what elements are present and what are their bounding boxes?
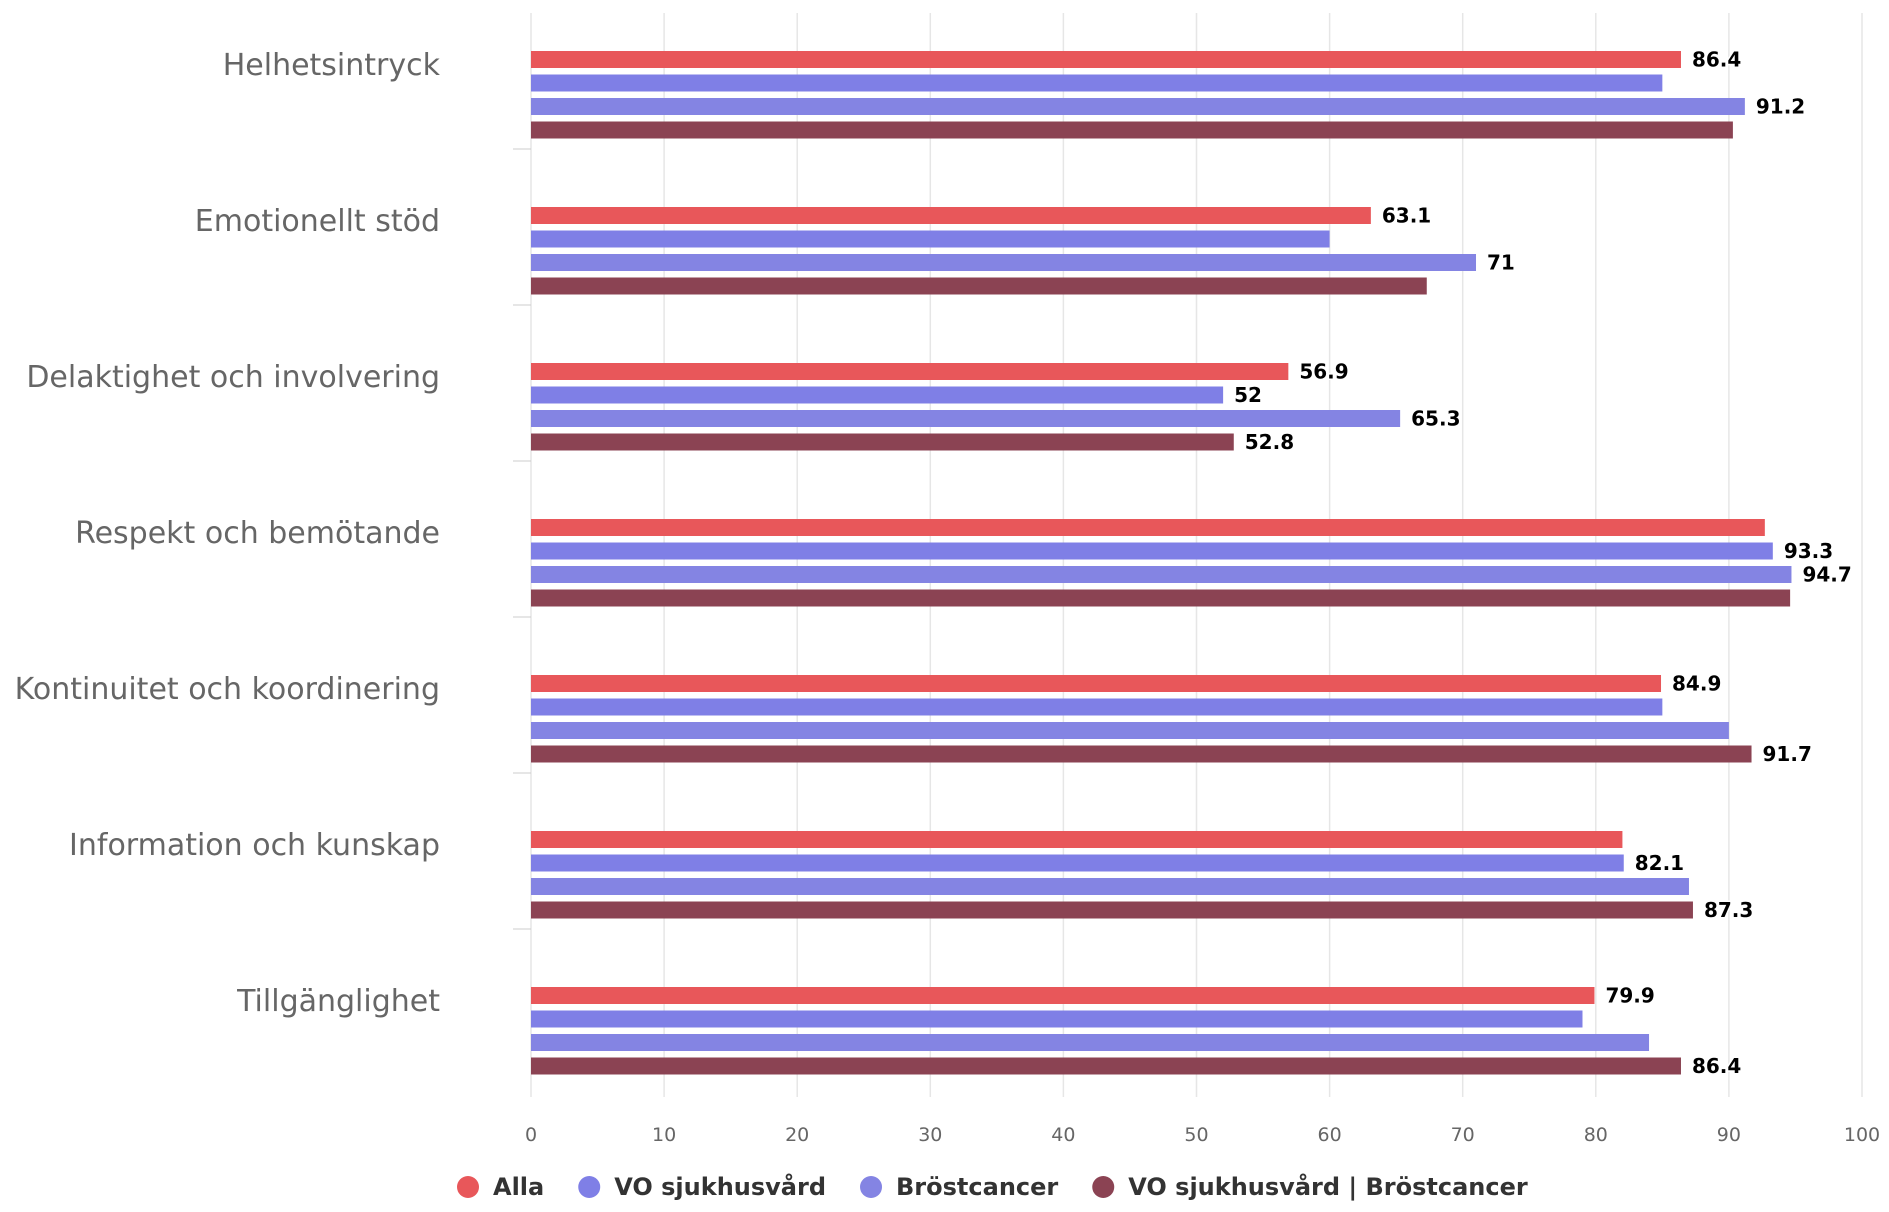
bar [531,698,1663,716]
data-label: 65.3 [1411,407,1460,431]
bar [531,878,1689,895]
data-label: 63.1 [1382,204,1431,228]
x-tick-label: 40 [1051,1124,1075,1146]
data-label: 71 [1487,251,1515,275]
category-label: Information och kunskap [69,828,440,863]
bar [531,51,1681,68]
bar [531,722,1729,739]
bar [531,207,1371,224]
x-tick-label: 10 [652,1124,676,1146]
x-tick-label: 60 [1318,1124,1342,1146]
bar [531,121,1733,139]
x-tick-label: 90 [1717,1124,1741,1146]
category-label: Emotionellt stöd [195,204,440,239]
bar [531,831,1623,848]
data-label: 52.8 [1245,430,1294,454]
x-tick-label: 80 [1584,1124,1608,1146]
data-label: 79.9 [1605,984,1654,1008]
bar [531,745,1752,763]
bar [531,386,1224,404]
bar [531,589,1791,607]
bar [531,1034,1650,1051]
bar [531,987,1595,1004]
category-label: Helhetsintryck [223,48,441,83]
data-label: 94.7 [1802,563,1851,587]
bars [531,51,1792,1075]
legend-label: VO sjukhusvård | Bröstcancer [1128,1172,1528,1201]
legend-item[interactable]: VO sjukhusvård [578,1172,826,1201]
bar [531,433,1234,451]
category-labels: Helhetsintryck Emotionellt stöd Delaktighe… [15,48,441,1019]
bar [531,98,1745,115]
category-label: Kontinuitet och koordinering [15,672,440,707]
bar [531,410,1401,427]
bar [531,254,1477,271]
x-tick-label: 100 [1844,1124,1880,1146]
legend: Alla VO sjukhusvård Bröstcancer VO sjukhusv… [457,1172,1528,1201]
x-tick-label: 50 [1184,1124,1208,1146]
bar [531,901,1693,919]
legend-marker [578,1176,601,1198]
category-label: Delaktighet och involvering [26,360,440,395]
x-tick-label: 70 [1451,1124,1475,1146]
category-label: Tillgänglighet [236,984,440,1019]
bar [531,230,1330,248]
x-tick-label: 20 [785,1124,809,1146]
data-label: 91.2 [1756,95,1805,119]
bar [531,277,1427,295]
data-labels: 86.4 91.2 63.1 71 56.9 52 65.3 52.8 93.394.7 84.9… [1233,46,1854,1080]
data-label: 56.9 [1299,360,1348,384]
bar [531,363,1289,380]
data-label: 87.3 [1704,898,1753,922]
data-label: 86.4 [1692,48,1741,72]
legend-marker [457,1176,479,1198]
legend-marker [860,1176,883,1198]
data-label: 91.7 [1763,742,1812,766]
bar [531,566,1792,583]
x-tick-label: 30 [918,1124,942,1146]
legend-item[interactable]: VO sjukhusvård | Bröstcancer [1092,1172,1528,1201]
legend-item[interactable]: Alla [457,1173,544,1201]
data-label: 82.1 [1635,851,1684,875]
bar [531,854,1624,872]
legend-label: Alla [493,1173,544,1201]
data-label: 93.3 [1784,539,1833,563]
x-axis-ticks: 0 10 20 30 40 50 60 70 80 90 100 [525,1124,1880,1146]
x-tick-label: 0 [525,1124,537,1146]
legend-marker [1092,1176,1115,1198]
category-label: Respekt och bemötande [75,516,440,551]
bar [531,1010,1583,1028]
data-label: 86.4 [1692,1054,1741,1078]
legend-item[interactable]: Bröstcancer [860,1173,1058,1201]
bar [531,1057,1681,1075]
bar [531,74,1663,92]
bar [531,519,1765,536]
bar [531,542,1773,560]
legend-label: Bröstcancer [896,1173,1058,1201]
data-label: 52 [1234,383,1262,407]
legend-label: VO sjukhusvård [614,1172,826,1201]
bar [531,675,1662,692]
data-label: 84.9 [1672,672,1721,696]
